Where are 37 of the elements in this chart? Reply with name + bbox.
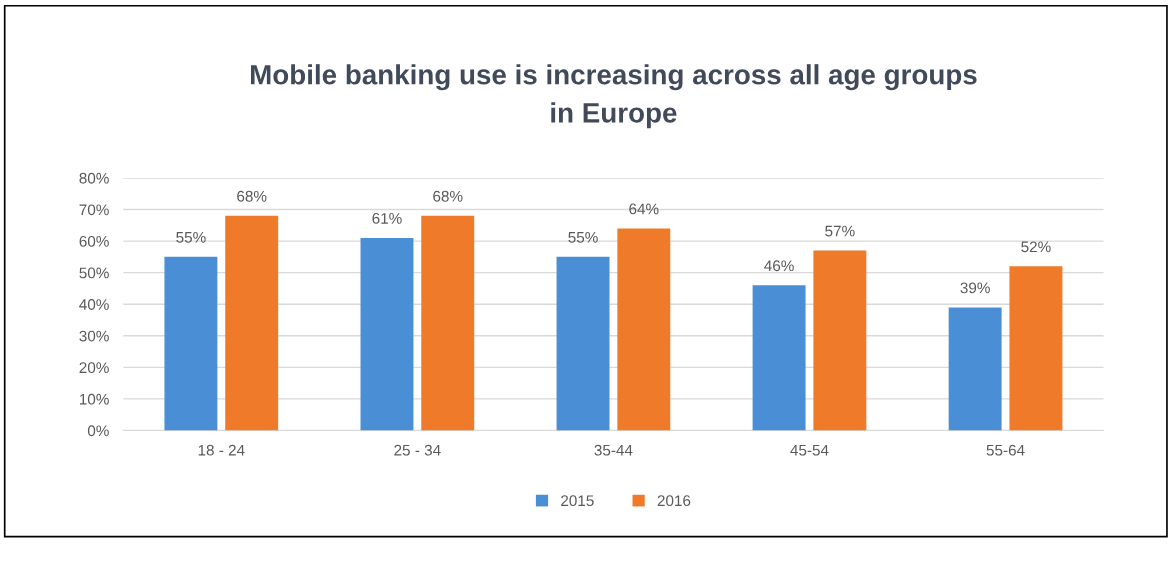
x-tick-label: 18 - 24 xyxy=(198,444,245,456)
data-label: 55% xyxy=(568,231,598,243)
data-label: 39% xyxy=(960,282,990,294)
y-tick-label: 60% xyxy=(79,235,109,247)
y-tick-label: 20% xyxy=(79,362,109,374)
bar xyxy=(813,250,867,431)
data-label: 55% xyxy=(176,231,206,243)
bar xyxy=(164,256,218,431)
x-tick-label: 55-64 xyxy=(986,444,1025,456)
data-label: 64% xyxy=(629,203,659,215)
data-label: 68% xyxy=(433,190,463,202)
bar xyxy=(556,256,610,431)
data-label: 61% xyxy=(372,212,402,224)
bar xyxy=(421,215,475,431)
bar xyxy=(1009,266,1063,431)
data-label: 57% xyxy=(825,225,855,237)
chart-title: Mobile banking use is increasing across all age groups in Europe xyxy=(251,64,977,129)
legend-label: 2015 xyxy=(561,495,594,507)
y-tick-label: 40% xyxy=(79,299,109,310)
y-tick-label: 50% xyxy=(79,267,109,279)
y-tick-label: 70% xyxy=(79,204,109,216)
x-tick-label: 45-54 xyxy=(790,444,829,456)
x-tick-label: 35-44 xyxy=(594,444,633,456)
legend-label: 2016 xyxy=(657,495,691,507)
data-label: 52% xyxy=(1021,241,1051,253)
x-tick-label: 25 - 34 xyxy=(394,444,441,456)
data-label: 46% xyxy=(764,260,794,272)
bar xyxy=(752,285,806,431)
y-tick-label: 0% xyxy=(87,425,109,437)
data-label: 68% xyxy=(237,190,267,202)
y-tick-label: 10% xyxy=(79,393,109,405)
bar xyxy=(948,307,1002,431)
bar xyxy=(617,228,671,431)
bar xyxy=(225,215,279,431)
bar xyxy=(360,237,414,431)
y-tick-label: 30% xyxy=(79,330,109,342)
y-tick-label: 80% xyxy=(79,172,109,184)
